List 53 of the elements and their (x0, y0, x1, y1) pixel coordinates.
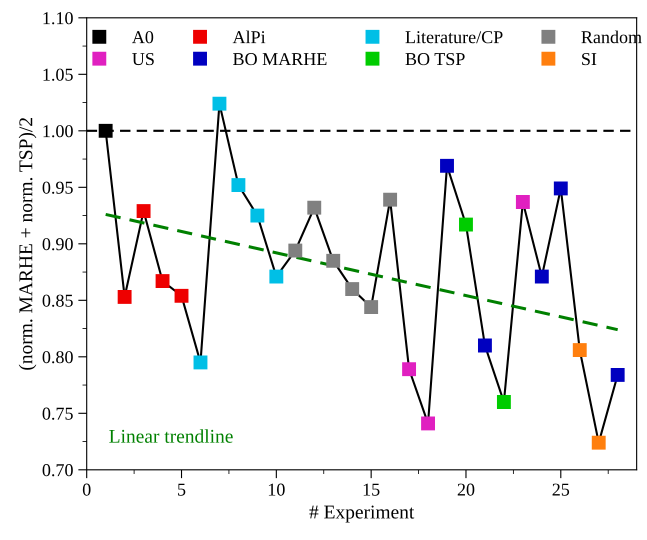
point (118, 290, 132, 304)
point (440, 158, 454, 173)
point (534, 270, 549, 284)
point (592, 436, 606, 450)
y-tick-label: 1.00 (43, 125, 73, 138)
point (98, 124, 113, 138)
x-tick-label: 0 (82, 484, 91, 496)
y-tick-label: 0.70 (42, 464, 73, 476)
point (194, 356, 208, 370)
legend-label: SI (582, 53, 596, 66)
point (307, 200, 322, 215)
text: Linear trendline (109, 429, 233, 443)
x-tick-label: 25 (552, 484, 570, 496)
x-tick-label: 5 (178, 484, 186, 496)
point (572, 343, 587, 357)
legend-label: BO TSP (406, 53, 465, 66)
x-axis-title: # Experiment (309, 506, 414, 523)
point (174, 288, 188, 303)
point (250, 208, 264, 223)
point (288, 244, 302, 258)
point (136, 204, 151, 218)
point (269, 270, 284, 284)
point (345, 282, 360, 296)
y-tick-label: 0.95 (42, 182, 73, 194)
point (212, 96, 226, 111)
point (516, 195, 530, 209)
legend-label: BO MARHE (233, 53, 326, 66)
point (156, 274, 170, 288)
point (478, 338, 492, 352)
point (231, 178, 246, 192)
y-tick-label: 0.80 (42, 351, 73, 364)
x-tick-label: 20 (458, 484, 474, 496)
point (496, 395, 511, 409)
point (383, 192, 398, 207)
y-tick-label: 0.85 (42, 294, 73, 307)
x-tick-label: 10 (268, 484, 285, 496)
point (554, 182, 568, 196)
point (459, 218, 473, 232)
y-tick-label: 0.75 (42, 408, 73, 420)
y-tick-label: 1.05 (43, 68, 73, 81)
point (610, 368, 625, 382)
y-tick-label: 0.90 (42, 238, 73, 250)
y-tick-label: 1.10 (43, 12, 73, 24)
point (421, 416, 435, 430)
y-axis-title: (norm. MARHE + norm. TSP)/2 (18, 118, 36, 370)
point (326, 254, 340, 268)
legend-label: A0 (132, 31, 154, 44)
x-tick-label: 15 (364, 484, 380, 496)
legend-label: AlPi (232, 30, 266, 44)
legend-label: US (132, 53, 154, 66)
point (364, 300, 378, 314)
legend-label: Literature/CP (406, 31, 503, 44)
point (402, 362, 416, 376)
